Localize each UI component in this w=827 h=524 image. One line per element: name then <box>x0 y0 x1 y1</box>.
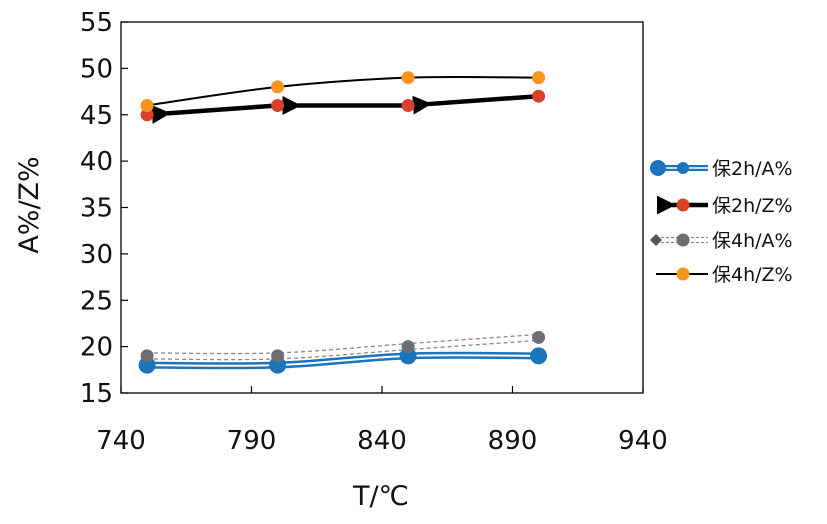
legend-entry-1: 保2h/A% <box>650 158 793 180</box>
data-point <box>532 330 546 344</box>
series-2 <box>140 89 546 124</box>
y-tick-label: 20 <box>80 333 113 363</box>
data-point <box>530 347 548 365</box>
y-tick-label: 30 <box>80 240 113 270</box>
y-tick-label: 45 <box>80 101 113 131</box>
legend-label: 保2h/Z% <box>712 195 793 217</box>
data-point <box>138 356 156 374</box>
y-tick-label: 40 <box>80 147 113 177</box>
legend-label: 保4h/A% <box>712 230 793 252</box>
y-tick-label: 15 <box>80 379 113 409</box>
legend-entry-3: 保4h/A% <box>650 230 793 252</box>
legend-diamond <box>650 234 662 246</box>
y-axis-title: A%/Z% <box>14 156 45 253</box>
x-tick-label: 790 <box>227 426 277 456</box>
y-tick-label: 35 <box>80 194 113 224</box>
legend-marker <box>650 160 666 176</box>
series-line-inner <box>147 354 539 367</box>
data-point <box>271 98 285 112</box>
legend-marker <box>676 198 690 212</box>
plot-frame <box>120 21 644 394</box>
x-tick-label: 940 <box>618 426 668 456</box>
y-tick-label: 55 <box>80 8 113 38</box>
data-point <box>399 347 417 365</box>
series-line <box>146 75 539 107</box>
x-tick-label: 840 <box>357 426 407 456</box>
legend-entry-4: 保4h/Z% <box>656 264 793 286</box>
series-segment <box>151 103 278 124</box>
series-line <box>147 333 539 355</box>
legend-marker <box>677 162 689 174</box>
series-3 <box>140 330 546 363</box>
data-point <box>271 349 285 363</box>
data-point <box>532 71 546 85</box>
data-point <box>140 108 154 122</box>
series-1 <box>138 347 548 374</box>
legend-entry-2: 保2h/Z% <box>656 195 793 217</box>
data-point <box>401 71 415 85</box>
series-line <box>147 339 539 361</box>
data-point <box>532 89 546 103</box>
data-point <box>401 98 415 112</box>
data-point <box>401 340 415 354</box>
x-axis-title: T/℃ <box>352 481 409 512</box>
y-tick-label: 25 <box>80 286 113 316</box>
x-tick-label: 890 <box>488 426 538 456</box>
series-segment <box>412 93 539 115</box>
y-tick-label: 50 <box>80 54 113 84</box>
x-tick-label: 740 <box>96 426 146 456</box>
data-point <box>140 98 154 112</box>
legend-marker <box>676 267 690 281</box>
data-point <box>269 356 287 374</box>
data-point <box>271 80 285 94</box>
series-4 <box>140 71 546 112</box>
legend-label: 保2h/A% <box>712 158 793 180</box>
data-point <box>140 349 154 363</box>
legend-label: 保4h/Z% <box>712 264 793 286</box>
legend-marker <box>676 233 690 247</box>
